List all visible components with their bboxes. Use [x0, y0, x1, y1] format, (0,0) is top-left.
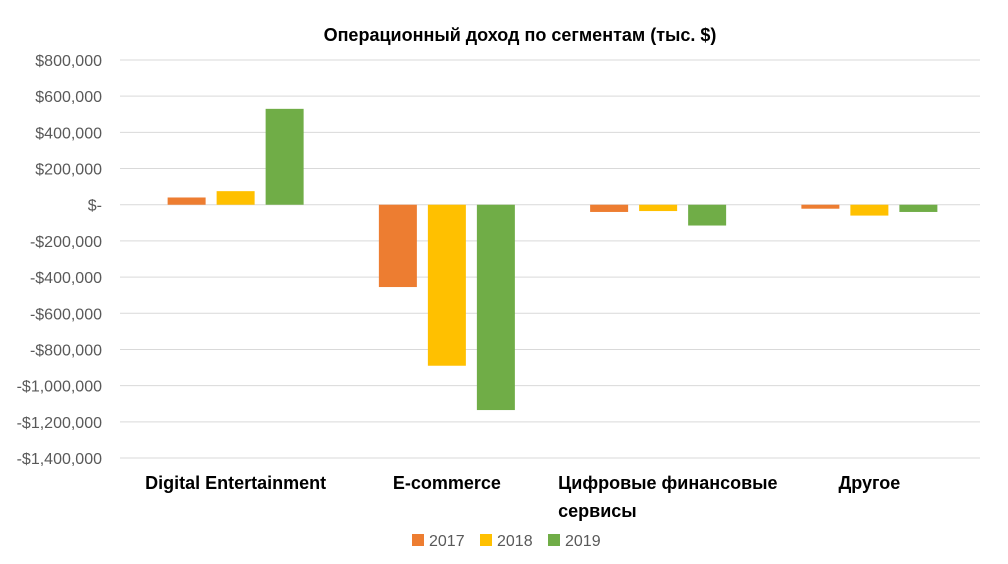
x-category-label: Цифровые финансовые: [558, 473, 777, 493]
y-tick-label: -$1,400,000: [17, 451, 103, 468]
legend-swatch-2019: [548, 534, 560, 546]
chart-title: Операционный доход по сегментам (тыс. $): [324, 25, 717, 45]
bar-2017-2: [590, 204, 629, 212]
bar-2017-0: [167, 197, 206, 205]
bar-2018-3: [850, 204, 889, 216]
y-axis-ticks: $800,000 $600,000 $400,000 $200,000 $- -$200,…: [17, 53, 103, 468]
bar-2019-1: [476, 204, 515, 411]
y-tick-label: -$1,200,000: [17, 415, 103, 432]
legend-label: 2018: [497, 533, 533, 550]
bar-2019-0: [265, 108, 304, 205]
bar-2017-3: [801, 204, 840, 209]
bar-2018-1: [427, 204, 466, 366]
y-tick-label: $200,000: [35, 162, 102, 179]
x-axis-categories: Digital Entertainment E-commerce Цифровые …: [145, 473, 900, 521]
bar-2017-1: [378, 204, 417, 288]
x-category-label: Digital Entertainment: [145, 473, 326, 493]
x-category-label: E-commerce: [393, 473, 501, 493]
bar-2018-0: [216, 191, 255, 205]
y-tick-label: $-: [88, 198, 102, 215]
y-tick-label: -$1,000,000: [17, 379, 103, 396]
y-tick-label: -$800,000: [30, 342, 102, 359]
y-tick-label: $600,000: [35, 89, 102, 106]
legend-label: 2019: [565, 533, 601, 550]
bars: [167, 108, 938, 411]
y-tick-label: $400,000: [35, 125, 102, 142]
legend: 2017 2018 2019: [412, 533, 601, 550]
bar-2018-2: [639, 204, 678, 212]
y-tick-label: -$200,000: [30, 234, 102, 251]
y-tick-label: $800,000: [35, 53, 102, 70]
legend-swatch-2017: [412, 534, 424, 546]
bar-2019-3: [899, 204, 938, 212]
legend-swatch-2018: [480, 534, 492, 546]
y-tick-label: -$600,000: [30, 306, 102, 323]
x-category-label: сервисы: [558, 501, 637, 521]
y-tick-label: -$400,000: [30, 270, 102, 287]
gridlines: [120, 59, 980, 459]
x-category-label: Другое: [838, 473, 900, 493]
legend-label: 2017: [429, 533, 465, 550]
bar-2019-2: [688, 204, 727, 226]
